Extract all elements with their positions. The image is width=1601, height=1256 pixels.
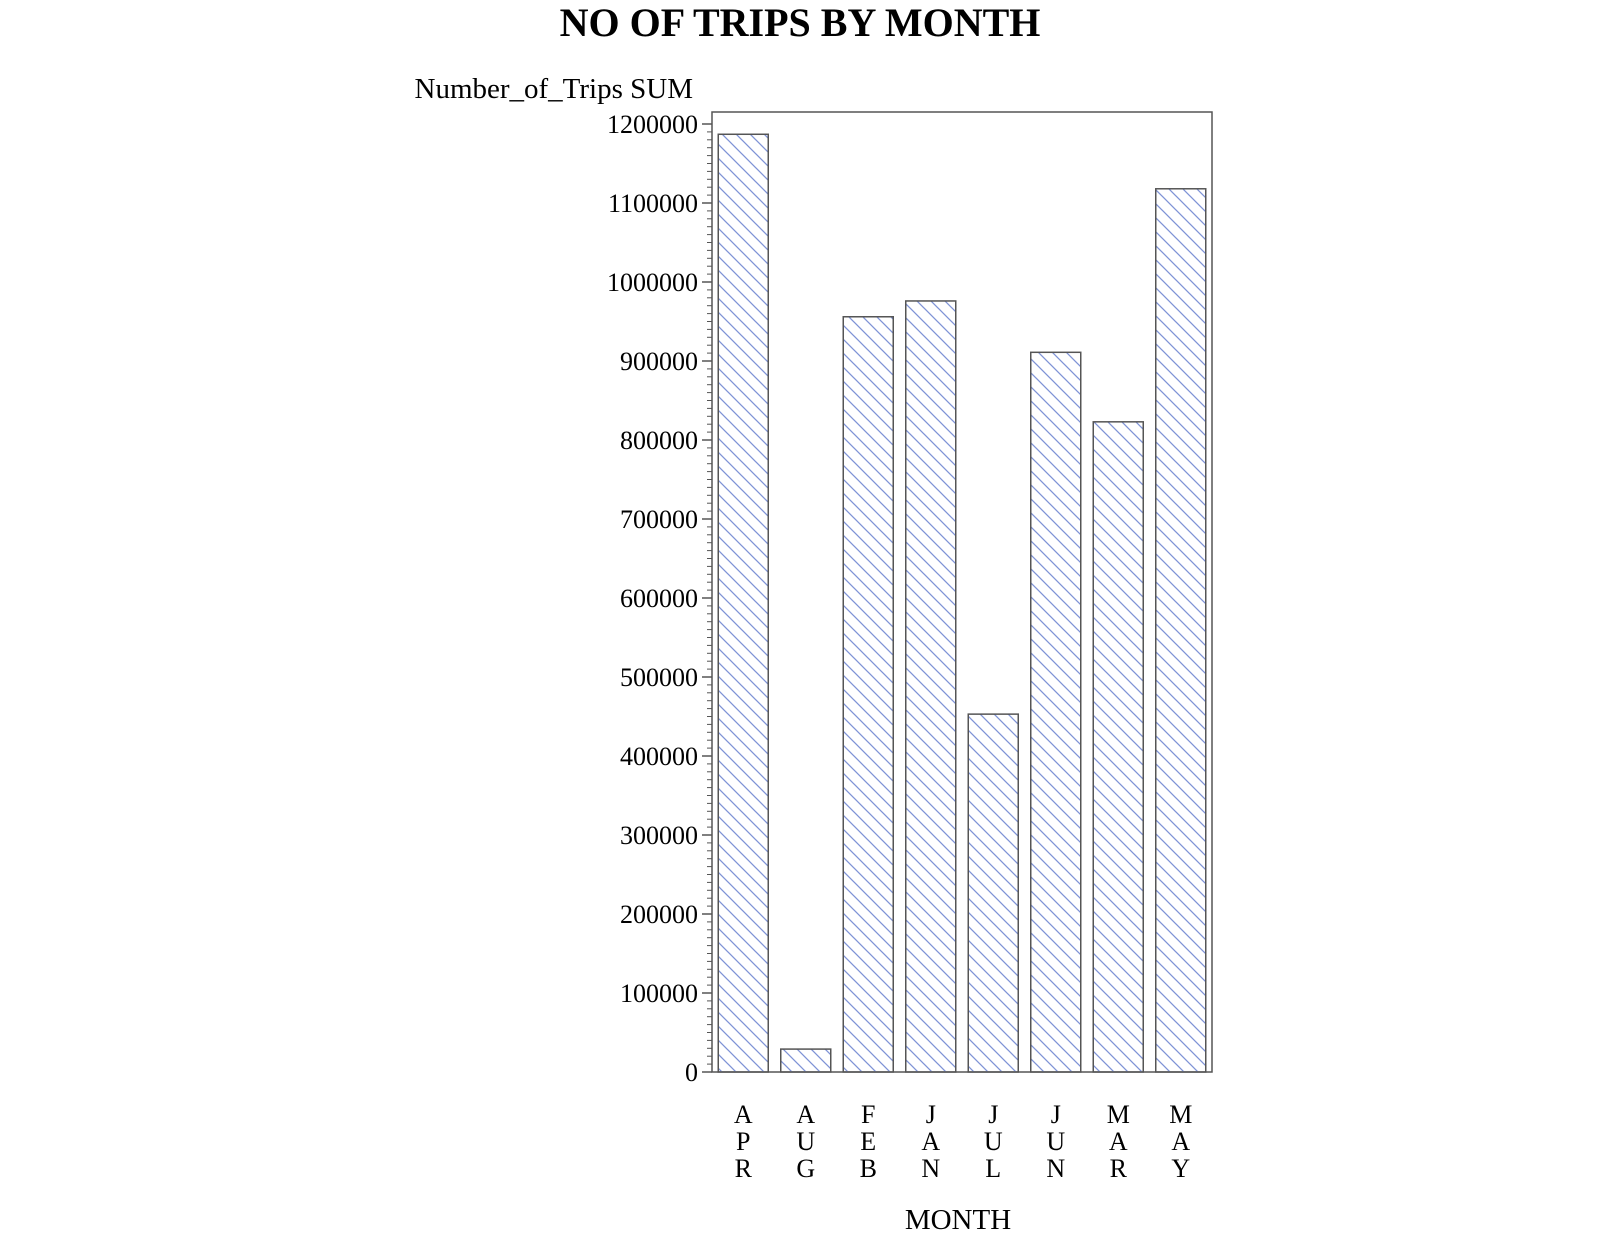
y-tick-label: 900000	[620, 347, 698, 376]
bar-aug	[780, 1048, 832, 1073]
x-axis-title: MONTH	[905, 1204, 1011, 1236]
y-tick-label: 500000	[620, 663, 698, 692]
plot-frame	[711, 111, 1213, 1073]
bar-feb	[842, 316, 894, 1073]
y-tick-label: 1200000	[607, 110, 698, 139]
bar-may	[1155, 188, 1207, 1073]
bar-mar	[1092, 421, 1144, 1073]
y-tick-label: 100000	[620, 979, 698, 1008]
y-tick-label: 600000	[620, 584, 698, 613]
y-tick-label: 0	[685, 1058, 698, 1087]
bar-apr	[717, 133, 769, 1073]
bar-jun	[1030, 351, 1082, 1073]
y-tick-label: 800000	[620, 426, 698, 455]
y-tick-label: 1000000	[607, 268, 698, 297]
bar-jul	[967, 713, 1019, 1073]
bar-jan	[905, 300, 957, 1073]
y-tick-label: 700000	[620, 505, 698, 534]
y-axis-title: Number_of_Trips SUM	[415, 73, 694, 105]
chart-title: NO OF TRIPS BY MONTH	[560, 0, 1041, 45]
x-axis-labels: A P R A U G F E B J A N J U L J U N M A R M A Y	[734, 1100, 1192, 1183]
y-tick-label: 300000	[620, 821, 698, 850]
y-axis: 0 100000 200000 300000 400000 500000 600000 700…	[607, 110, 712, 1087]
y-tick-label: 400000	[620, 742, 698, 771]
y-tick-label: 200000	[620, 900, 698, 929]
bars	[717, 133, 1207, 1073]
y-tick-label: 1100000	[608, 189, 698, 218]
